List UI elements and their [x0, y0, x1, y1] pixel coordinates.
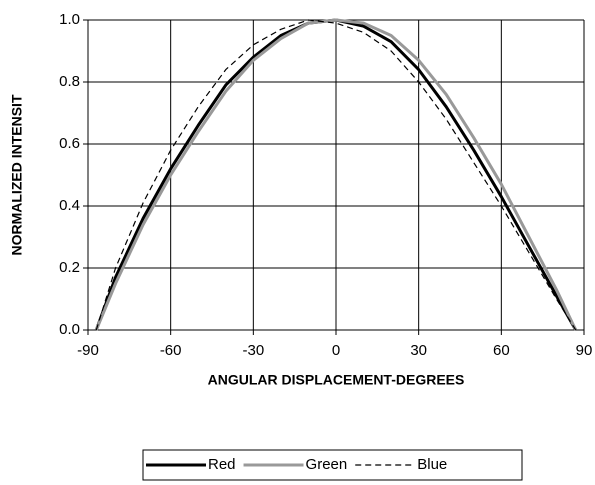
- y-axis-label: NORMALIZED INTENSIT: [9, 94, 25, 255]
- x-tick-label: 90: [576, 342, 593, 359]
- y-tick-label: 0.6: [59, 135, 80, 152]
- x-tick-label: -30: [242, 342, 264, 359]
- y-tick-label: 0.2: [59, 259, 80, 276]
- y-tick-label: 0.8: [59, 73, 80, 90]
- series-line: [95, 19, 577, 331]
- legend-label: Green: [306, 456, 348, 473]
- series-line: [94, 18, 578, 331]
- x-tick-label: -90: [77, 342, 99, 359]
- y-tick-label: 1.0: [59, 11, 80, 28]
- x-tick-label: 0: [332, 342, 340, 359]
- y-tick-label: 0.4: [59, 197, 80, 214]
- x-tick-label: 30: [410, 342, 427, 359]
- legend-label: Red: [208, 456, 236, 473]
- legend-box: [142, 449, 523, 481]
- x-tick-label: 60: [493, 342, 510, 359]
- y-tick-label: 0.0: [59, 321, 80, 338]
- legend-label: Blue: [417, 456, 447, 473]
- x-axis-label: ANGULAR DISPLACEMENT-DEGREES: [208, 372, 465, 388]
- x-tick-label: -60: [160, 342, 182, 359]
